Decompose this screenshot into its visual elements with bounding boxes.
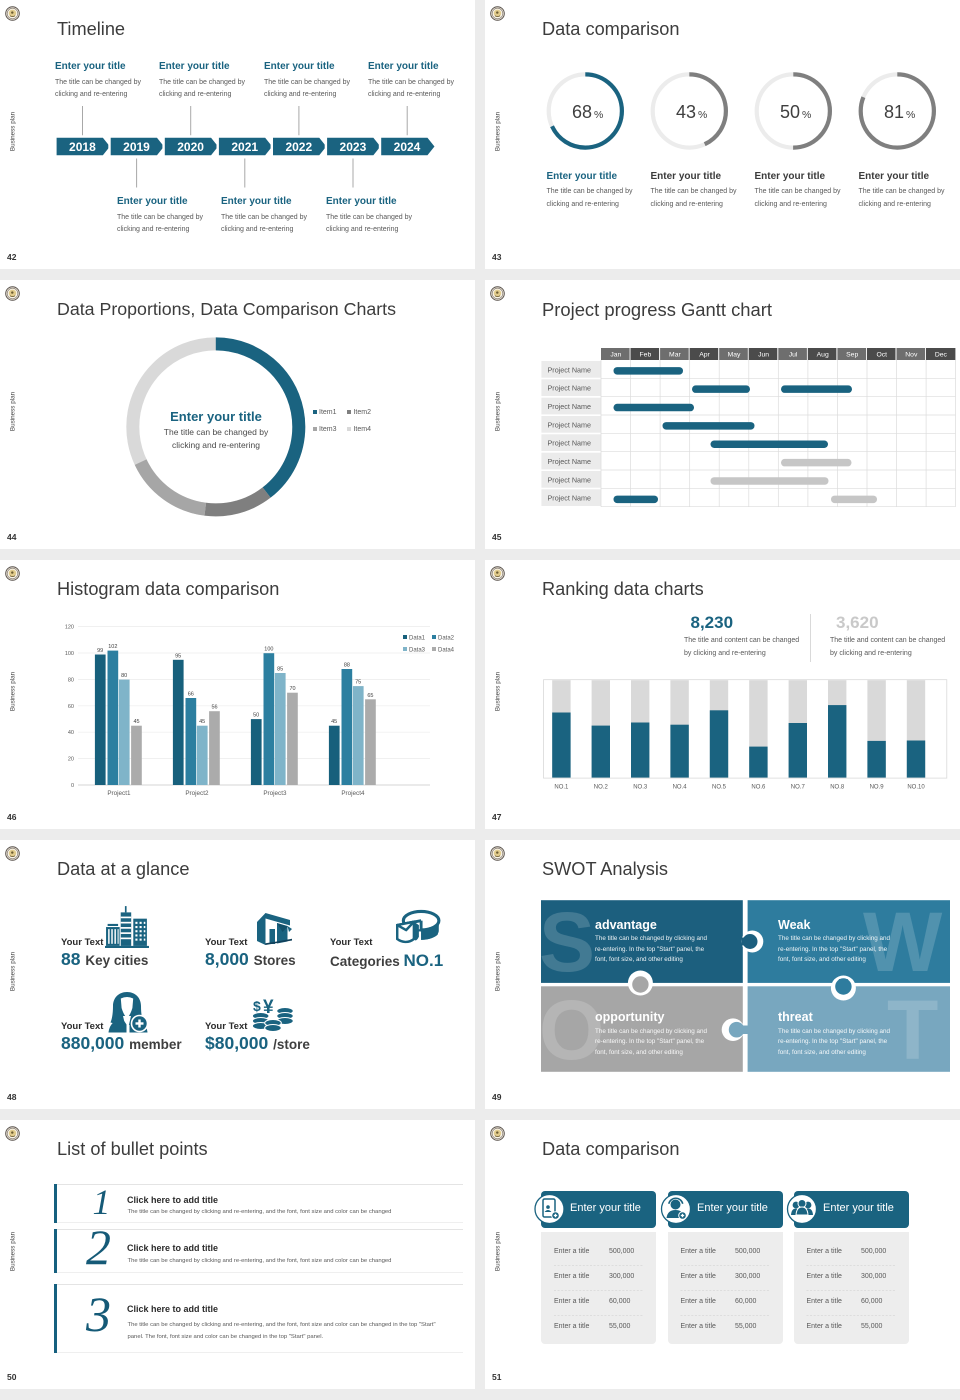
svg-text:W: W [863,895,943,989]
svg-text:NO.9: NO.9 [870,785,885,791]
svg-text:NO.10: NO.10 [907,785,925,791]
svg-text:2021: 2021 [231,140,258,154]
svg-text:60: 60 [68,704,74,710]
svg-text:40: 40 [68,730,74,736]
svg-text:%: % [906,109,915,121]
svg-text:100: 100 [264,647,273,653]
svg-text:T: T [887,983,938,1077]
svg-text:¥: ¥ [263,997,274,1018]
svg-text:99: 99 [97,648,103,654]
svg-text:Data4: Data4 [438,648,455,654]
svg-text:2019: 2019 [123,140,150,154]
svg-text:65: 65 [367,693,373,699]
svg-text:45: 45 [199,719,205,725]
svg-text:Data3: Data3 [409,648,426,654]
svg-text:81: 81 [884,102,904,122]
svg-text:Project4: Project4 [341,790,365,797]
svg-text:$: $ [253,998,261,1014]
svg-text:NO.2: NO.2 [594,785,609,791]
svg-text:Project Name: Project Name [548,439,592,448]
svg-text:45: 45 [133,719,139,725]
svg-text:Jul: Jul [789,352,798,359]
svg-text:Nov: Nov [905,352,918,359]
svg-text:Project3: Project3 [263,790,287,797]
svg-text:NO.3: NO.3 [633,785,648,791]
svg-text:56: 56 [211,705,217,711]
svg-text:Aug: Aug [817,352,829,359]
svg-text:Feb: Feb [640,352,652,359]
svg-text:Project Name: Project Name [548,365,592,374]
svg-text:2020: 2020 [177,140,204,154]
svg-text:Project Name: Project Name [548,457,592,466]
svg-text:NO.8: NO.8 [830,785,845,791]
svg-text:Jan: Jan [610,352,621,359]
svg-text:%: % [802,109,811,121]
svg-text:%: % [698,109,707,121]
svg-text:NO.5: NO.5 [712,785,727,791]
svg-text:Dec: Dec [935,352,948,359]
svg-text:NO.7: NO.7 [791,785,806,791]
svg-text:2024: 2024 [394,140,421,154]
svg-text:80: 80 [68,677,74,683]
svg-text:NO.6: NO.6 [751,785,766,791]
svg-text:68: 68 [572,102,592,122]
svg-text:66: 66 [188,692,194,698]
svg-text:50: 50 [780,102,800,122]
svg-text:Data1: Data1 [409,636,426,642]
svg-text:Project Name: Project Name [548,494,592,503]
svg-text:95: 95 [175,653,181,659]
svg-text:75: 75 [355,680,361,686]
svg-text:Mar: Mar [669,352,681,359]
svg-text:S: S [539,895,595,989]
svg-text:100: 100 [65,651,74,657]
svg-text:NO.1: NO.1 [554,785,569,791]
svg-text:O: O [539,983,604,1077]
svg-text:Project1: Project1 [107,790,131,797]
svg-text:85: 85 [277,667,283,673]
svg-text:20: 20 [68,757,74,763]
svg-text:May: May [728,352,741,359]
svg-text:Data2: Data2 [438,636,455,642]
svg-text:Project Name: Project Name [548,402,592,411]
svg-text:NO.4: NO.4 [673,785,688,791]
svg-text:Apr: Apr [699,352,710,359]
svg-text:70: 70 [289,686,295,692]
svg-text:0: 0 [71,783,74,789]
svg-text:80: 80 [121,673,127,679]
svg-text:Jun: Jun [758,352,769,359]
svg-text:45: 45 [331,719,337,725]
svg-text:120: 120 [65,625,74,631]
svg-text:102: 102 [108,644,117,650]
svg-text:88: 88 [344,663,350,669]
svg-text:Project Name: Project Name [548,420,592,429]
svg-text:Project Name: Project Name [548,475,592,484]
svg-text:Oct: Oct [877,352,888,359]
svg-text:Project2: Project2 [185,790,209,797]
svg-text:2023: 2023 [340,140,367,154]
svg-text:50: 50 [253,713,259,719]
svg-text:Sep: Sep [846,352,858,359]
svg-text:Project Name: Project Name [548,384,592,393]
svg-text:43: 43 [676,102,696,122]
svg-text:%: % [594,109,603,121]
svg-text:2018: 2018 [69,140,96,154]
svg-text:2022: 2022 [285,140,312,154]
